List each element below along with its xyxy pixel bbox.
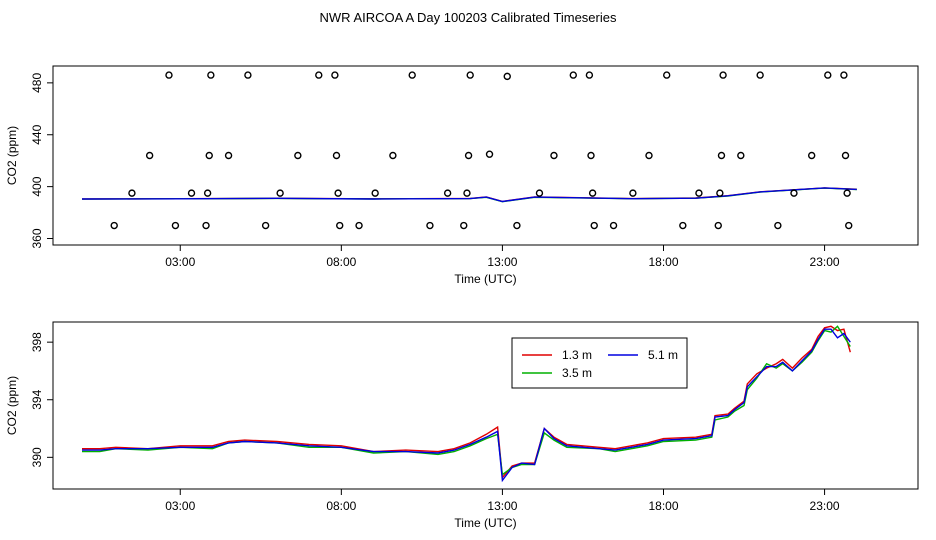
y-axis-label: CO2 (ppm) <box>5 126 19 185</box>
y-tick-label: 480 <box>30 73 44 93</box>
data-point <box>824 71 832 79</box>
data-point <box>202 221 210 230</box>
data-point <box>244 71 252 79</box>
data-point <box>466 71 474 79</box>
data-point <box>841 151 850 160</box>
plot-frame <box>52 321 919 490</box>
data-point <box>503 72 511 81</box>
data-point <box>645 151 653 160</box>
series-line <box>81 187 857 203</box>
data-point <box>807 151 816 160</box>
data-point <box>187 189 196 197</box>
legend-box <box>511 337 688 389</box>
data-point <box>276 189 284 197</box>
legend: 1.3 m 3.5 m 5.1 m <box>511 337 688 389</box>
data-point <box>332 151 341 160</box>
data-point <box>717 151 726 160</box>
data-point <box>756 71 764 79</box>
x-axis-label: Time (UTC) <box>454 516 516 530</box>
data-point <box>389 151 397 160</box>
data-point <box>840 71 848 79</box>
data-point <box>843 189 851 197</box>
data-point <box>719 71 727 79</box>
data-point <box>463 189 471 197</box>
x-tick-label: 18:00 <box>648 255 678 269</box>
data-point <box>585 71 594 79</box>
data-point <box>315 71 323 79</box>
x-tick-label: 08:00 <box>326 499 356 513</box>
data-point <box>128 189 136 197</box>
data-point <box>171 221 180 230</box>
data-point <box>590 221 598 230</box>
x-tick-label: 23:00 <box>810 255 840 269</box>
data-point <box>513 221 521 230</box>
data-point <box>408 71 416 79</box>
x-tick-label: 23:00 <box>810 499 840 513</box>
x-axis-label: Time (UTC) <box>454 272 516 286</box>
data-point <box>629 189 637 197</box>
x-tick-label: 03:00 <box>165 499 195 513</box>
x-tick-label: 18:00 <box>648 499 678 513</box>
data-point <box>790 189 798 197</box>
data-point <box>355 221 363 230</box>
plot-frame <box>52 65 919 246</box>
y-axis-label: CO2 (ppm) <box>5 376 19 435</box>
data-point <box>203 189 212 197</box>
data-point <box>207 71 215 79</box>
x-tick-label: 03:00 <box>165 255 195 269</box>
series-line <box>82 328 851 483</box>
data-point <box>845 221 853 230</box>
y-tick-label: 360 <box>30 228 44 248</box>
x-tick-label: 08:00 <box>326 255 356 269</box>
data-point <box>261 221 270 230</box>
y-tick-label: 394 <box>30 389 44 409</box>
bottom-panel-line: 03:00 08:00 13:00 18:00 23:00 390 394 398 Time (… <box>5 321 919 530</box>
data-point <box>294 151 302 160</box>
data-point <box>485 150 494 158</box>
data-point <box>587 151 595 160</box>
data-point <box>371 189 379 197</box>
y-tick-label: 400 <box>30 176 44 196</box>
y-tick-label: 440 <box>30 124 44 144</box>
data-point <box>205 151 213 160</box>
data-point <box>714 221 722 230</box>
data-point <box>737 151 745 160</box>
data-point <box>609 221 618 230</box>
legend-label: 3.5 m <box>562 366 592 380</box>
data-point <box>774 221 782 230</box>
y-tick-label: 390 <box>30 447 44 467</box>
data-point <box>550 151 558 160</box>
data-point <box>145 151 154 160</box>
data-point <box>165 71 173 79</box>
data-point <box>569 71 577 79</box>
data-point <box>679 221 687 230</box>
data-point <box>426 221 434 230</box>
data-point <box>716 189 724 197</box>
top-panel-scatter: 03:00 08:00 13:00 18:00 23:00 360 400 440 480 Tim… <box>5 65 919 286</box>
data-point <box>331 71 339 79</box>
data-point <box>443 189 452 197</box>
legend-label: 5.1 m <box>648 348 678 362</box>
data-point <box>110 221 118 230</box>
data-point <box>464 151 473 160</box>
y-tick-label: 398 <box>30 332 44 352</box>
data-point <box>460 221 468 230</box>
data-point <box>695 189 703 197</box>
series-line <box>82 325 851 480</box>
data-point <box>224 151 233 160</box>
data-point <box>535 189 544 197</box>
x-tick-label: 13:00 <box>487 499 517 513</box>
series-line <box>82 325 851 476</box>
data-point <box>588 189 597 197</box>
legend-label: 1.3 m <box>562 348 592 362</box>
x-tick-label: 13:00 <box>487 255 517 269</box>
data-point <box>334 189 342 197</box>
figure-title: NWR AIRCOA A Day 100203 Calibrated Times… <box>320 10 617 25</box>
data-point <box>336 221 344 230</box>
data-point <box>663 71 671 79</box>
